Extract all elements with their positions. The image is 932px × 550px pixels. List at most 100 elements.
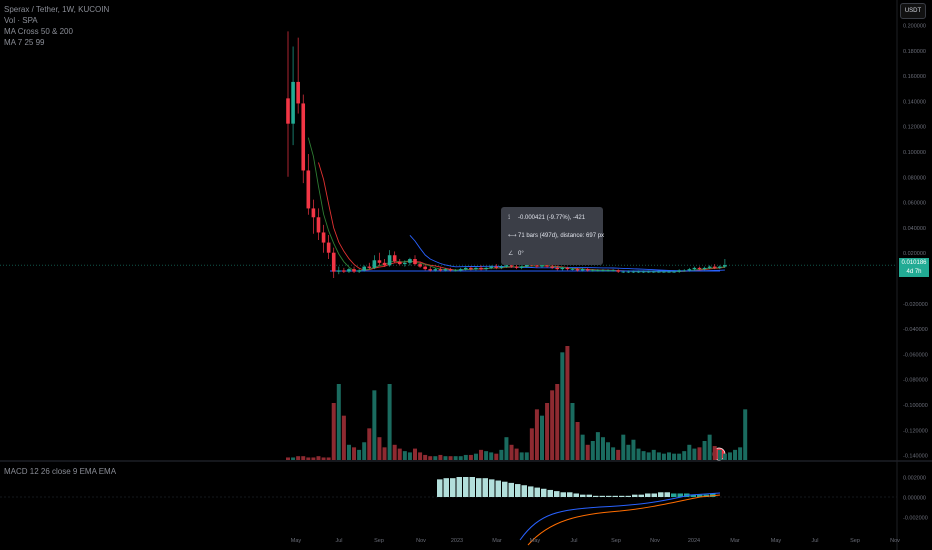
volume-bar [677, 453, 682, 460]
volume-bar [687, 444, 692, 460]
bar-countdown: 4d 7h [906, 269, 922, 275]
volume-bar [697, 447, 702, 460]
volume-bar [550, 390, 555, 460]
price-tick-label: -0.080000 [903, 378, 928, 384]
candle-body [296, 81, 300, 104]
volume-bar [407, 452, 412, 460]
candle-body [403, 262, 407, 265]
last-price-badge: 0.010186 4d 7h [899, 258, 929, 277]
volume-bar [570, 403, 575, 460]
volume-bar [458, 456, 463, 460]
candle-body [641, 271, 646, 273]
macd-histogram-bar [437, 479, 443, 497]
volume-bar [540, 415, 544, 460]
volume-bar [514, 448, 519, 460]
time-tick-label: 2023 [451, 538, 463, 544]
price-tick-label: -0.140000 [903, 454, 928, 460]
volume-legend[interactable]: Vol · SPA [4, 16, 38, 25]
candle-body [682, 270, 687, 272]
volume-bar [331, 403, 336, 460]
volume-bar [346, 444, 351, 460]
candle-body [524, 264, 529, 267]
candle-body [631, 271, 636, 273]
macd-histogram-bar [534, 487, 540, 497]
volume-bar [529, 428, 534, 460]
volume-bar [499, 449, 504, 460]
ma-cross-legend[interactable]: MA Cross 50 & 200 [4, 27, 73, 36]
volume-bar [692, 448, 697, 460]
candle-body [489, 266, 493, 268]
candle-body [316, 217, 321, 233]
volume-bar [733, 449, 738, 460]
volume-bar [722, 453, 727, 460]
volume-bar [357, 449, 362, 460]
macd-histogram-bar [521, 485, 527, 497]
macd-histogram-bar [684, 493, 690, 497]
price-axis[interactable]: 0.200000 0.180000 0.160000 0.140000 0.120000… [896, 0, 928, 550]
volume-bar [560, 352, 565, 460]
candle-body [651, 271, 656, 273]
symbol-legend[interactable]: Sperax / Tether, 1W, KUCOIN [4, 5, 110, 14]
time-tick-label: May [771, 538, 782, 544]
time-tick-label: Nov [416, 538, 426, 544]
price-tick-label: -0.020000 [903, 302, 928, 308]
macd-histogram-bar [638, 494, 644, 497]
candle-body [311, 208, 316, 218]
candle-body [662, 271, 666, 273]
macd-histogram-bar [703, 494, 709, 497]
ma-legend[interactable]: MA 7 25 99 [4, 38, 45, 47]
volume-bar [621, 434, 626, 460]
candle-body [677, 270, 681, 272]
candle-body [326, 242, 331, 253]
volume-bar [504, 437, 509, 460]
time-tick-label: Nov [890, 538, 900, 544]
macd-histogram-bar [547, 489, 553, 497]
candle-body [616, 270, 620, 272]
volume-bar [575, 422, 580, 460]
price-tick-label: 0.160000 [903, 74, 926, 80]
volume-bar [392, 444, 397, 460]
price-tick-label: 0.020000 [903, 251, 926, 257]
volume-bar [717, 449, 722, 460]
volume-bar [595, 432, 600, 460]
volume-bar [534, 409, 539, 460]
candle-body [464, 267, 468, 270]
macd-histogram-bar [619, 495, 625, 497]
candle-body [596, 270, 600, 272]
macd-histogram-bar [664, 492, 670, 497]
volume-bar [326, 457, 331, 460]
candle-body [397, 261, 402, 265]
angle-icon: ∠ [508, 251, 514, 257]
candle-body [585, 269, 590, 271]
price-tick-label: 0.060000 [903, 201, 926, 207]
candle-body [331, 252, 336, 272]
volume-bar [463, 454, 468, 460]
macd-histogram-bar [489, 479, 495, 497]
candle-body [697, 267, 702, 270]
candle-body [469, 267, 473, 270]
macd-legend[interactable]: MACD 12 26 close 9 EMA EMA [4, 467, 117, 476]
time-tick-label: Nov [650, 538, 660, 544]
volume-bar [606, 442, 611, 460]
candle-body [550, 266, 554, 268]
candle-body [392, 255, 397, 262]
volume-bar [661, 453, 666, 460]
volume-bar [336, 384, 341, 460]
macd-tick-label: 0.000000 [903, 496, 926, 502]
time-axis[interactable]: May Jul Sep Nov 2023 Mar May Jul Sep Nov 2024 Mar Ma… [291, 538, 900, 544]
candle-body [611, 270, 615, 272]
macd-histogram-bar [573, 493, 579, 497]
price-tick-label: 0.100000 [903, 150, 926, 156]
candle-body [636, 271, 641, 273]
volume-bar [453, 456, 458, 460]
candle-body [387, 255, 392, 266]
volume-bar [316, 456, 321, 460]
time-tick-label: 2024 [688, 538, 700, 544]
candle-body [423, 266, 427, 270]
volume-bar [291, 457, 296, 460]
volume-bar [616, 449, 621, 460]
candle-body [479, 267, 483, 270]
currency-button[interactable]: USDT [900, 3, 926, 19]
price-tick-label: -0.040000 [903, 327, 928, 333]
